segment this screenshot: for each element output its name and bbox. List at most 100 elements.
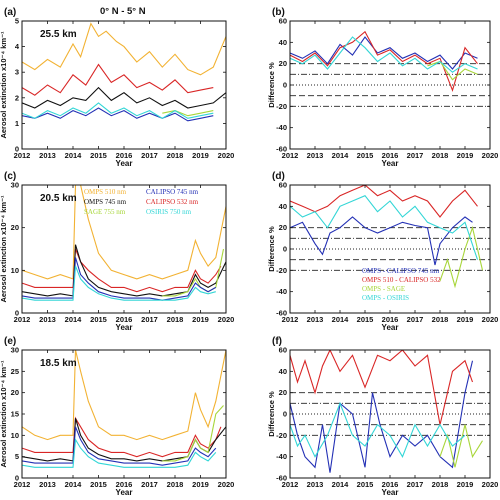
series-line-f-2 bbox=[439, 424, 483, 468]
y-tick-label: 0 bbox=[15, 474, 19, 483]
y-tick-label: 20 bbox=[279, 223, 287, 232]
y-tick-label: 0 bbox=[15, 309, 19, 318]
x-tick-label: 2016 bbox=[382, 315, 399, 324]
x-tick-label: 2017 bbox=[407, 480, 424, 489]
plot-frame-a bbox=[21, 20, 227, 150]
series-line-e-1 bbox=[22, 416, 222, 458]
y-tick-label: 3 bbox=[15, 68, 19, 77]
series-line-f-0 bbox=[290, 360, 474, 473]
series-line-c-1 bbox=[22, 248, 222, 293]
y-tick-label: 0 bbox=[283, 410, 287, 419]
series-line-e-0 bbox=[22, 350, 226, 441]
x-tick-label: 2017 bbox=[407, 315, 424, 324]
x-tick-label: 2012 bbox=[14, 480, 31, 489]
series-line-d-1 bbox=[290, 185, 478, 218]
y-axis-label: Aerosol extinction x10⁻⁴ km⁻¹ bbox=[0, 195, 8, 303]
x-tick-label: 2019 bbox=[457, 480, 474, 489]
y-tick-label: 0 bbox=[283, 81, 287, 90]
x-tick-label: 2014 bbox=[332, 480, 350, 489]
y-tick-label: 10 bbox=[11, 431, 19, 440]
y-tick-label: 20 bbox=[11, 388, 19, 397]
legend-entry: OSIRIS 750 nm bbox=[146, 208, 192, 216]
y-tick-label: 1 bbox=[15, 119, 19, 128]
legend-entry: OMPS - SAGE bbox=[362, 285, 405, 293]
y-tick-label: 40 bbox=[279, 202, 287, 211]
series-line-d-0 bbox=[290, 216, 473, 266]
y-tick-label: 5 bbox=[15, 452, 19, 461]
y-tick-label: -40 bbox=[276, 287, 287, 296]
x-tick-label: 2015 bbox=[90, 480, 107, 489]
y-axis-label: Difference % bbox=[267, 62, 276, 108]
x-tick-label: 2018 bbox=[432, 315, 449, 324]
x-tick-label: 2012 bbox=[282, 315, 299, 324]
x-tick-label: 2016 bbox=[382, 151, 399, 160]
x-tick-label: 2016 bbox=[116, 480, 133, 489]
y-tick-label: -20 bbox=[276, 102, 287, 111]
figure-title: 0° N - 5° N bbox=[100, 6, 146, 17]
x-tick-label: 2019 bbox=[192, 480, 209, 489]
altitude-label: 18.5 km bbox=[40, 358, 77, 369]
x-tick-label: 2012 bbox=[14, 151, 31, 160]
y-tick-label: 60 bbox=[279, 181, 287, 190]
y-tick-label: -20 bbox=[276, 431, 287, 440]
x-tick-label: 2020 bbox=[482, 480, 499, 489]
y-tick-label: 60 bbox=[279, 346, 287, 355]
y-tick-label: 2 bbox=[15, 93, 19, 102]
y-tick-label: 10 bbox=[11, 266, 19, 275]
altitude-label: 20.5 km bbox=[40, 193, 77, 204]
panel-label: (c) bbox=[4, 171, 16, 182]
y-axis-label: Difference % bbox=[267, 226, 276, 272]
x-tick-label: 2020 bbox=[482, 151, 499, 160]
x-tick-label: 2014 bbox=[332, 315, 350, 324]
legend-entry: OMPS 510 - CALIPSO 532 bbox=[362, 276, 441, 284]
x-tick-label: 2015 bbox=[357, 480, 374, 489]
x-tick-label: 2013 bbox=[39, 151, 56, 160]
series-line-c-2 bbox=[22, 244, 226, 297]
x-tick-label: 2014 bbox=[65, 315, 83, 324]
legend-entry: SAGE 755 nm bbox=[84, 208, 126, 216]
legend-entry: CALIPSO 532 nm bbox=[146, 198, 199, 206]
legend-entry: CALIPSO 745 nm bbox=[146, 188, 199, 196]
series-line-a-2 bbox=[22, 86, 226, 109]
y-tick-label: -40 bbox=[276, 123, 287, 132]
y-tick-label: 20 bbox=[279, 59, 287, 68]
x-tick-label: 2017 bbox=[141, 315, 158, 324]
x-tick-label: 2013 bbox=[39, 315, 56, 324]
panel-d: 2012 2013 2014 2015 2016 2017 2018 2019 2020 -60 -… bbox=[267, 171, 498, 332]
y-tick-label: -40 bbox=[276, 452, 287, 461]
y-tick-label: -60 bbox=[276, 145, 287, 154]
x-tick-label: 2015 bbox=[357, 151, 374, 160]
x-tick-label: 2012 bbox=[282, 151, 299, 160]
y-tick-label: 25 bbox=[11, 367, 19, 376]
x-tick-label: 2019 bbox=[192, 151, 209, 160]
x-tick-label: 2019 bbox=[192, 315, 209, 324]
x-tick-label: 2020 bbox=[218, 151, 235, 160]
altitude-label: 25.5 km bbox=[40, 29, 77, 40]
y-tick-label: 40 bbox=[279, 38, 287, 47]
x-tick-label: 2014 bbox=[65, 480, 83, 489]
y-axis-label: Aerosol extinction x10⁻⁴ km⁻¹ bbox=[0, 31, 8, 139]
x-tick-label: 2015 bbox=[90, 315, 107, 324]
x-tick-label: 2015 bbox=[357, 315, 374, 324]
y-tick-label: 40 bbox=[279, 367, 287, 376]
series-line-d-2 bbox=[439, 225, 484, 289]
series-line-b-3 bbox=[290, 36, 478, 73]
panel-label: (a) bbox=[4, 7, 16, 18]
x-tick-label: 2018 bbox=[167, 480, 184, 489]
x-axis-label: Year bbox=[382, 488, 399, 497]
x-tick-label: 2013 bbox=[307, 315, 324, 324]
x-tick-label: 2017 bbox=[141, 480, 158, 489]
series-line-a-0 bbox=[22, 22, 226, 76]
x-tick-label: 2017 bbox=[407, 151, 424, 160]
x-axis-label: Year bbox=[116, 323, 133, 332]
x-tick-label: 2013 bbox=[307, 151, 324, 160]
series-line-e-5 bbox=[22, 437, 217, 468]
panel-label: (d) bbox=[272, 171, 285, 182]
panel-b: 2012 2013 2014 2015 2016 2017 2018 2019 2020 -60 -… bbox=[267, 7, 498, 168]
y-tick-label: 0 bbox=[283, 245, 287, 254]
y-tick-label: -20 bbox=[276, 266, 287, 275]
series-line-f-1 bbox=[290, 350, 474, 425]
series-line-b-0 bbox=[290, 36, 478, 70]
x-tick-label: 2020 bbox=[482, 315, 499, 324]
